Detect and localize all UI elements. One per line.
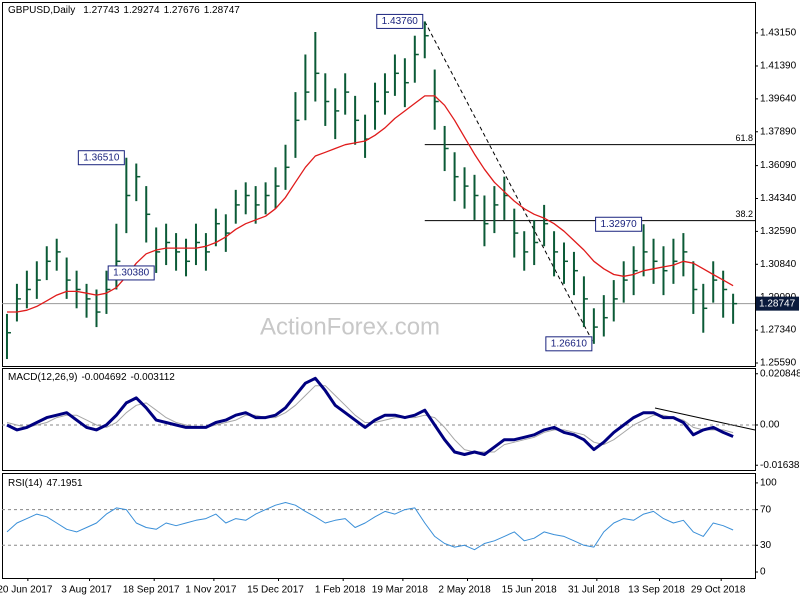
rsi-panel (2, 473, 756, 579)
x-tick-label: 19 Mar 2018 (372, 585, 429, 596)
rsi-readout: 47.1951 (46, 478, 83, 489)
x-tick-label: 15 Dec 2017 (247, 585, 304, 596)
annotation-label: 1.26610 (551, 338, 588, 349)
rsi-title: RSI(14) 47.1951 (8, 478, 83, 489)
x-tick-label: 20 Jun 2017 (0, 585, 53, 596)
fib-label: 61.8 (735, 133, 753, 143)
rsi-readout: RSI(14) (8, 478, 42, 489)
macd-readout: -0.004692 (81, 372, 126, 383)
y-tick-label: 100 (760, 478, 777, 489)
y-tick-label: 1.25590 (760, 358, 797, 369)
y-tick-label: 30 (760, 540, 772, 551)
x-tick-label: 13 Sep 2018 (628, 585, 685, 596)
price-panel (2, 2, 756, 367)
x-tick-label: 1 Feb 2018 (315, 585, 366, 596)
rsi-line (6, 502, 734, 551)
x-tick-label: 31 Jul 2018 (568, 585, 620, 596)
header-high: 1.29274 (123, 5, 160, 16)
x-tick-label: 18 Sep 2017 (123, 585, 180, 596)
header-title: GBPUSD,Daily (8, 5, 75, 16)
y-tick-label: 0.020848 (760, 368, 800, 379)
macd-readout: MACD(12,26,9) (8, 372, 77, 383)
annotation-box (545, 336, 593, 352)
annotation-label: 1.30380 (113, 268, 150, 279)
current-price-label: 1.28747 (759, 298, 796, 309)
x-tick-label: 3 Aug 2017 (61, 585, 112, 596)
macd-title: MACD(12,26,9) -0.004692 -0.003112 (8, 372, 175, 383)
x-tick-label: 29 Oct 2018 (691, 585, 746, 596)
macd-readout: -0.003112 (131, 372, 176, 383)
y-tick-label: 1.37890 (760, 126, 797, 137)
header-open: 1.27743 (83, 5, 120, 16)
y-tick-label: 1.32590 (760, 226, 797, 237)
header-low: 1.27676 (164, 5, 201, 16)
current-price-box (756, 296, 799, 311)
y-tick-label: -0.016389 (760, 460, 800, 471)
macd-trend-line (654, 407, 756, 431)
y-tick-label: 1.43150 (760, 28, 797, 39)
header-close: 1.28747 (204, 5, 241, 16)
annotation-box (376, 13, 424, 29)
y-tick-label: 1.34340 (760, 193, 797, 204)
y-tick-label: 1.39640 (760, 94, 797, 105)
macd-line (6, 376, 734, 456)
macd-panel (2, 368, 756, 471)
annotation-label: 1.32970 (601, 219, 638, 230)
fib-label: 38.2 (735, 209, 753, 219)
annotation-label: 1.43760 (382, 16, 419, 27)
y-tick-label: 0.00 (760, 420, 780, 431)
annotation-box (595, 216, 643, 232)
annotation-box (107, 265, 155, 281)
y-tick-label: 0 (760, 567, 766, 578)
x-tick-label: 15 Jun 2018 (502, 585, 557, 596)
y-tick-label: 1.36090 (760, 160, 797, 171)
annotation-label: 1.36510 (83, 152, 120, 163)
price-header: GBPUSD,Daily 1.27743 1.29274 1.27676 1.28747 (8, 5, 240, 16)
y-tick-label: 1.27340 (760, 325, 797, 336)
x-tick-label: 1 Nov 2017 (185, 585, 237, 596)
y-tick-label: 1.41390 (760, 61, 797, 72)
y-tick-label: 1.30840 (760, 259, 797, 270)
x-tick-label: 2 May 2018 (438, 585, 491, 596)
watermark: ActionForex.com (260, 313, 440, 340)
signal-line (6, 385, 734, 453)
annotation-box (77, 150, 125, 166)
trend-line (424, 21, 595, 345)
y-tick-label: 70 (760, 504, 772, 515)
